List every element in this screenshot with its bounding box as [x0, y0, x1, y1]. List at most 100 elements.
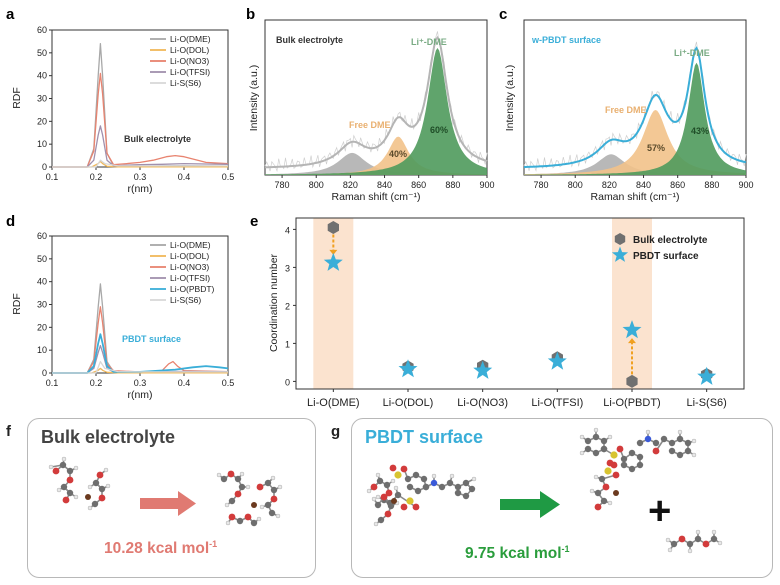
panel-e-legend-bulk-label: Bulk electrolyte	[633, 235, 708, 246]
d-xtick-label: 0.3	[134, 378, 147, 388]
f-left-dme2-atom-1	[92, 479, 100, 487]
g-right-chain-atom-12	[677, 429, 683, 435]
panel-e-change-arrowhead-0	[329, 249, 338, 255]
f-right-dme1-atom-1	[227, 470, 235, 478]
panel-a-letter: a	[6, 6, 15, 23]
a-xtick-label: 0.4	[178, 172, 191, 182]
g-right-ring1-atom-0	[584, 437, 592, 445]
g-right-ring2-atom-7	[636, 461, 644, 469]
panel-e-highlight-band-0	[313, 218, 354, 389]
g-right-sulfonyl-atom-10	[607, 500, 613, 506]
g-left-ring1-atom-3	[404, 475, 412, 483]
panel-e-y-ticks: 0 1 2 3 4	[285, 225, 296, 387]
panel-d-legend: Li-O(DME)Li-O(DOL)Li-O(NO3)Li-O(TFSI)Li-…	[150, 240, 215, 305]
panel-e-ytick-label: 0	[285, 377, 290, 387]
f-left-dme1-atom-8	[61, 456, 67, 462]
g-left-sulfonyl-atom-0	[406, 497, 414, 505]
f-right-dme2-atom-1	[264, 479, 272, 487]
panel-g-title: PBDT surface	[365, 427, 484, 447]
panel-e-highlights	[313, 218, 652, 389]
a-series-line-1	[52, 160, 228, 168]
g-right-chain-atom-7	[684, 439, 692, 447]
panel-c-x-ticks: 780 800 820 840 860 880 900	[534, 175, 754, 190]
f-left-dme1-atom-4	[60, 483, 68, 491]
g-right-ring1-atom-8	[607, 434, 613, 440]
a-legend-label-2: Li-O(NO3)	[170, 56, 209, 66]
panel-e-bulk-marker-4	[626, 374, 638, 388]
f-right-dme1-atom-8	[245, 484, 251, 490]
panel-g-box: PBDT surface + 9.75 kcal mol-1	[351, 418, 773, 578]
g-right-chain-atom-8	[684, 447, 692, 455]
f-left-dme1-atom-3	[66, 476, 74, 484]
g-right-ring2-atom-4	[620, 455, 628, 463]
a-xtick-label: 0.1	[46, 172, 59, 182]
g-left-ring1-atom-2	[400, 465, 408, 473]
g-left-sulfonyl-atom-6	[374, 501, 382, 509]
b-xtick-label: 820	[343, 180, 358, 190]
g-right-sulfonyl-atom-5	[594, 489, 602, 497]
g-right-ring1-atom-4	[592, 449, 600, 457]
d-legend-label-1: Li-O(DOL)	[170, 251, 209, 261]
panel-e-xtick-label: Li-O(NO3)	[457, 397, 508, 409]
c-xtick-label: 900	[738, 180, 753, 190]
g-right-chain-atom-0	[636, 439, 644, 447]
f-left-dme2-atom-4	[91, 500, 99, 508]
g-right-sulfonyl-atom-8	[593, 474, 599, 480]
d-series-line-3	[52, 344, 229, 374]
g-left-ring1-atom-1	[389, 464, 397, 472]
a-ytick-label: 20	[37, 116, 47, 126]
g-left-chain-atom-0	[422, 483, 430, 491]
panel-e-ytick-label: 4	[285, 225, 290, 235]
panel-e-ytick-label: 3	[285, 263, 290, 273]
f-left-dme2-atom-3	[98, 494, 106, 502]
c-peak-area-1	[524, 110, 746, 175]
g-free-dme-atom-6	[665, 537, 671, 543]
c-xtick-label: 840	[636, 180, 651, 190]
panel-f-energy-exp: -1	[209, 539, 218, 549]
f-right-dol-atom-3	[250, 519, 258, 527]
a-ytick-label: 10	[37, 139, 47, 149]
g-left-chain-atom-6	[468, 485, 476, 493]
g-left-sulfonyl-atom-7	[393, 485, 399, 491]
g-left-li-ion	[391, 498, 397, 504]
panel-a-x-ticks: 0.1 0.2 0.3 0.4 0.5	[46, 167, 234, 182]
d-legend-label-2: Li-O(NO3)	[170, 262, 209, 272]
f-right-li-ion	[251, 502, 257, 508]
panel-c-free-dme-label: Free DME	[605, 105, 647, 115]
g-right-sulfonyl-atom-0	[604, 467, 612, 475]
panel-d-ylabel: RDF	[11, 293, 23, 315]
g-left-sulfonyl-atom-8	[371, 496, 377, 502]
panel-d-x-ticks: 0.1 0.2 0.3 0.4 0.5	[46, 373, 234, 388]
panel-e-xtick-label: Li-O(PBDT)	[603, 397, 660, 409]
f-right-dme1-atom-9	[224, 502, 230, 508]
f-right-dme1-atom-0	[220, 475, 228, 483]
panel-e-legend-bulk-marker	[614, 233, 626, 245]
panel-e-xtick-label: Li-S(S6)	[686, 397, 726, 409]
g-left-sulfonyl-atom-1	[400, 503, 408, 511]
f-left-dme2-atom-2	[98, 485, 106, 493]
c-peak-area-2	[524, 62, 746, 175]
panel-e-highlight-band-4	[612, 218, 652, 389]
panel-b-free-percent: 40%	[389, 149, 407, 159]
g-free-dme-atom-3	[694, 535, 702, 543]
g-right-chain-atom-5	[668, 439, 676, 447]
g-right-chain-atom-11	[645, 429, 651, 435]
g-free-dme-atom-8	[687, 548, 693, 554]
f-left-dme1-atom-1	[59, 461, 67, 469]
b-xtick-label: 800	[309, 180, 324, 190]
panel-g-molecule-free-dme	[665, 529, 723, 554]
panel-e-legend-pbdt-marker	[611, 246, 629, 262]
panel-e-bulk-marker-0	[327, 221, 339, 234]
d-ytick-label: 0	[42, 368, 47, 378]
c-fit-envelope	[523, 46, 747, 169]
panel-e-ytick-label: 2	[285, 301, 290, 311]
b-peak-area-2	[265, 48, 487, 175]
g-left-dme-atom-3	[385, 489, 393, 497]
d-xtick-label: 0.4	[178, 378, 191, 388]
a-ytick-label: 60	[37, 25, 47, 35]
g-left-dme-atom-6	[384, 510, 392, 518]
f-right-dme1-atom-4	[234, 490, 242, 498]
panel-e-ytick-label: 1	[285, 339, 290, 349]
b-xtick-label: 900	[479, 180, 494, 190]
